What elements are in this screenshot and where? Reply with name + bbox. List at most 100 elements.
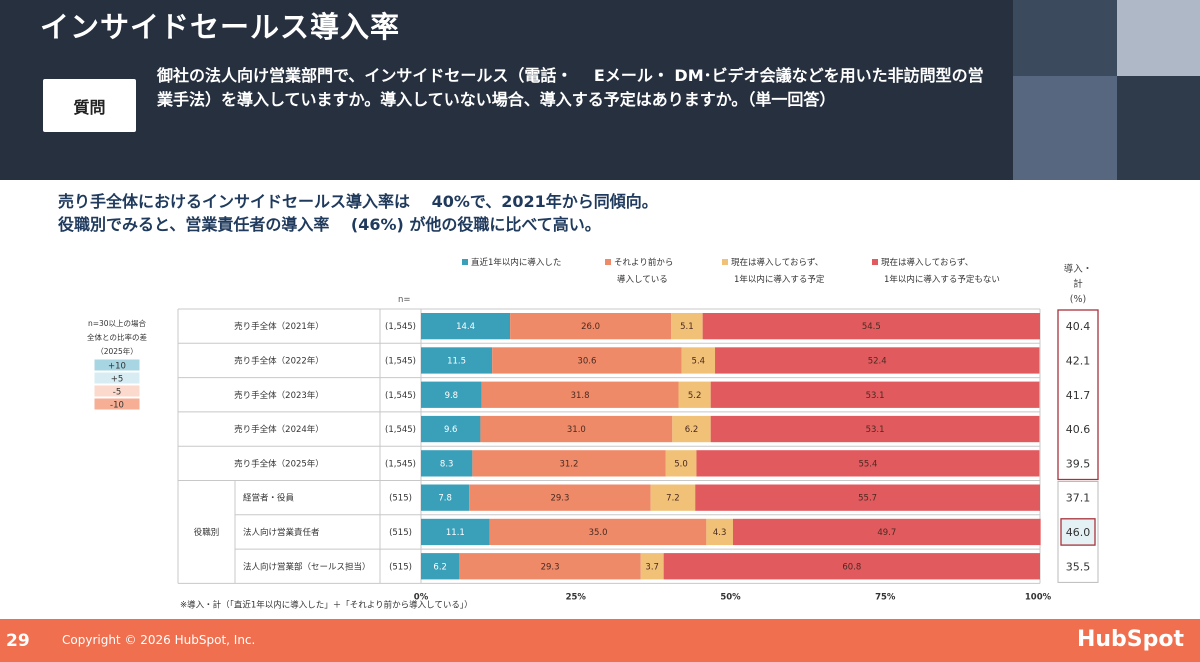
data-label: 3.7 [645,562,659,572]
row-label: 経営者・役員 [243,493,295,504]
copyright: Copyright © 2026 HubSpot, Inc. [62,633,256,647]
row-n: (515) [389,494,412,504]
bar-segment [472,450,666,477]
bar-segment [681,347,716,374]
data-label: 55.4 [858,459,877,469]
bar-segment [640,553,664,580]
bar-segment [663,553,1040,580]
data-label: 7.2 [666,494,680,504]
page-number: 29 [6,631,30,651]
data-label: 29.3 [541,562,560,572]
total-value: 35.5 [1066,560,1091,573]
hubspot-logo: HubSpot [1076,627,1184,652]
bar-segment [695,484,1040,511]
row-n: (1,545) [385,322,416,332]
decor-block [1013,0,1117,76]
row-n: (1,545) [385,391,416,401]
data-label: 49.7 [877,528,896,538]
legend-swatch [872,259,878,265]
legend-swatch [722,259,728,265]
decor-block [1117,0,1200,76]
legend-swatch [605,259,611,265]
bar-segment [421,484,470,511]
side-legend-title: （2025年） [96,346,138,356]
bar-segment [480,415,673,443]
total-header: (%) [1070,294,1086,305]
row-n: (515) [389,528,412,538]
data-label: 31.0 [567,425,586,435]
data-label: 53.1 [866,425,885,435]
data-label: 11.1 [446,528,465,538]
question-text: 御社の法人向け営業部門で、インサイドセールス（電話・ Eメール・ DM･ビデオ会… [157,66,984,109]
total-header: 計 [1073,278,1083,290]
data-label: 5.0 [674,459,688,469]
page-title: インサイドセールス導入率 [40,10,401,44]
data-label: 53.1 [866,391,885,401]
data-label: 9.8 [445,391,459,401]
side-legend-label: -5 [113,388,121,398]
bar-segment [706,518,733,546]
total-value: 46.0 [1066,526,1091,539]
bar-segment [421,347,493,374]
data-label: 5.1 [680,322,694,332]
bar-segment [469,484,651,511]
header-band: インサイドセールス導入率 質問 御社の法人向け営業部門で、インサイドセールス（電… [0,0,1200,180]
bar-segment [702,313,1040,340]
total-value: 40.6 [1066,423,1091,436]
total-value: 37.1 [1066,492,1091,505]
bar-segment [489,518,707,546]
total-highlight [1060,518,1096,546]
question-badge: 質問 [43,79,136,132]
bar-segment [421,415,481,443]
side-legend-title: 全体との比率の差 [87,332,147,342]
side-legend-swatch [93,358,141,372]
legend-label: 現在は導入しておらず、 [731,257,823,268]
row-n: (1,545) [385,356,416,366]
data-label: 6.2 [685,425,699,435]
total-value: 41.7 [1066,389,1091,402]
row-label: 法人向け営業部（セールス担当） [243,561,371,572]
data-label: 26.0 [581,322,600,332]
x-tick-label: 25% [566,592,587,602]
row-label: 売り手全体（2025年） [234,458,324,469]
row-label: 売り手全体（2021年） [234,321,324,332]
bar-segment [672,415,711,443]
data-label: 30.6 [577,356,596,366]
bar-segment [696,450,1040,477]
summary-line: 売り手全体におけるインサイドセールス導入率は 40%で、2021年から同傾向。 [58,192,658,211]
bar-segment [650,484,696,511]
bar-segment [732,518,1041,546]
data-label: 7.8 [438,494,452,504]
footer-band: 29 Copyright © 2026 HubSpot, Inc. HubSpo… [0,619,1200,662]
side-legend-label: +5 [111,375,124,385]
bar-segment [421,450,473,477]
row-n: (1,545) [385,425,416,435]
bar-segment [421,313,511,340]
total-value: 40.4 [1066,320,1091,333]
data-label: 35.0 [589,528,608,538]
side-legend-label: +10 [108,362,126,372]
data-label: 4.3 [713,528,727,538]
decor-block [1013,76,1117,180]
data-label: 8.3 [440,459,454,469]
data-label: 14.4 [456,322,475,332]
total-header: 導入・ [1064,263,1093,275]
totals-box [1057,309,1099,481]
x-tick-label: 100% [1025,592,1052,602]
bar-segment [492,347,682,374]
bar-segment [421,381,482,408]
data-label: 54.5 [862,322,881,332]
x-tick-label: 75% [875,592,896,602]
x-tick-label: 50% [720,592,741,602]
data-label: 9.6 [444,425,458,435]
decor-block [1117,76,1200,180]
n-header: n= [398,295,411,305]
bar-segment [421,553,460,580]
total-value: 42.1 [1066,354,1091,367]
row-label: 法人向け営業責任者 [243,527,320,538]
x-tick-label: 0% [414,592,429,602]
footnote: ※導入・計（「直近1年以内に導入した」＋「それより前から導入している」） [180,599,473,610]
side-legend-swatch [93,371,141,385]
summary: 売り手全体におけるインサイドセールス導入率は 40%で、2021年から同傾向。 … [58,190,658,236]
